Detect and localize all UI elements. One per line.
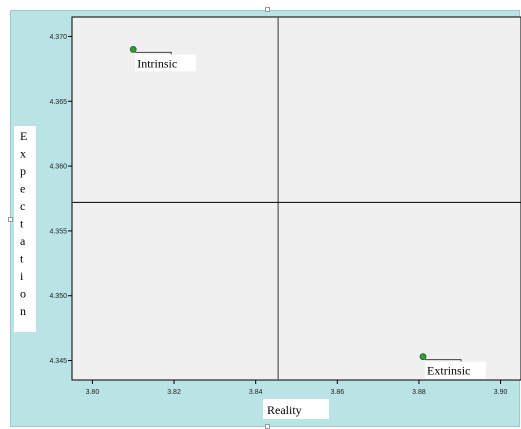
plot-area xyxy=(71,16,521,381)
y-tick-label: 4.360 xyxy=(49,164,67,171)
point-label-box xyxy=(425,361,486,379)
y-tick-label: 4.370 xyxy=(49,34,67,41)
data-point-extrinsic: Extrinsic xyxy=(419,353,486,379)
data-points: Intrinsic Extrinsic xyxy=(129,46,486,379)
x-tick-label: 3.90 xyxy=(494,389,508,396)
y-axis-title-letter: o xyxy=(20,287,26,301)
chart-frame: 3.80 3.82 3.84 3.86 3.88 3.90 4.345 4.350 4.355… xyxy=(8,7,521,429)
y-axis: 4.345 4.350 4.355 4.360 4.365 4.370 xyxy=(49,34,72,365)
y-axis-title-letter: i xyxy=(20,269,24,283)
scatter-point[interactable] xyxy=(419,353,427,361)
scatter-point[interactable] xyxy=(129,46,137,53)
point-label-box xyxy=(135,54,196,72)
point-label-leader xyxy=(425,359,462,362)
y-tick-label: 4.350 xyxy=(49,293,67,300)
scatter-chart: 3.80 3.82 3.84 3.86 3.88 3.90 4.345 4.350 4.355… xyxy=(14,16,521,419)
y-axis-title-letter: n xyxy=(20,304,26,318)
point-label: Extrinsic xyxy=(427,364,470,378)
data-point-intrinsic: Intrinsic xyxy=(129,46,196,72)
resize-handle-bottom[interactable] xyxy=(265,424,270,429)
x-tick-label: 3.82 xyxy=(167,389,181,396)
x-axis: 3.80 3.82 3.84 3.86 3.88 3.90 xyxy=(86,380,508,396)
x-tick-label: 3.80 xyxy=(86,389,100,396)
x-tick-label: 3.88 xyxy=(412,389,426,396)
y-tick-label: 4.345 xyxy=(49,358,67,365)
point-label: Intrinsic xyxy=(137,56,177,70)
y-tick-label: 4.355 xyxy=(49,228,67,235)
x-tick-label: 3.84 xyxy=(249,389,263,396)
y-axis-title-letter: c xyxy=(20,199,25,213)
y-axis-title-letter: t xyxy=(20,252,24,266)
y-axis-title-letter: E xyxy=(20,129,27,143)
y-axis-title-letter: t xyxy=(20,217,24,231)
y-axis-title-letter: e xyxy=(20,182,25,196)
resize-handle-left[interactable] xyxy=(8,217,13,222)
y-axis-title-letter: x xyxy=(20,147,26,161)
x-tick-label: 3.86 xyxy=(331,389,345,396)
x-axis-title: Reality xyxy=(263,399,329,419)
y-axis-title-letter: a xyxy=(20,234,26,248)
resize-handle-top[interactable] xyxy=(265,7,270,12)
x-axis-title-text: Reality xyxy=(267,403,302,417)
y-axis-title-letter: p xyxy=(20,164,26,178)
y-tick-label: 4.365 xyxy=(49,99,67,106)
point-label-leader xyxy=(135,51,172,55)
